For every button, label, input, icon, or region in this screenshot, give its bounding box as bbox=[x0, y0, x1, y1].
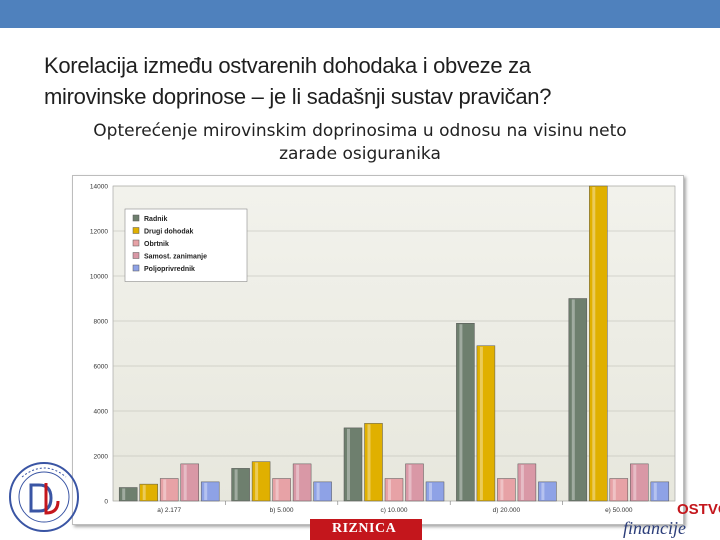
slide-subtitle: Opterećenje mirovinskim doprinosima u od… bbox=[30, 120, 690, 166]
y-axis-ticks: 0 2000 4000 6000 8000 10000 12000 14000 bbox=[90, 184, 108, 506]
bar-highlight bbox=[255, 462, 259, 500]
slide-title: Korelacija između ostvarenih dohodaka i … bbox=[44, 50, 694, 112]
institute-seal-logo bbox=[9, 462, 79, 532]
bar bbox=[231, 468, 250, 502]
bar-highlight bbox=[234, 469, 238, 500]
riznica-logo: RIZNICA bbox=[310, 519, 422, 540]
bar-highlight bbox=[275, 479, 279, 500]
title-line-2: mirovinske doprinose – je li sadašnji su… bbox=[44, 84, 552, 109]
bar bbox=[159, 478, 179, 502]
bar bbox=[609, 478, 629, 502]
legend-swatch bbox=[132, 214, 140, 222]
bar-highlight bbox=[429, 482, 432, 500]
bar-highlight bbox=[520, 464, 524, 500]
y-tick-label: 8000 bbox=[94, 319, 109, 326]
x-tick-label: e) 50.000 bbox=[605, 507, 633, 514]
subtitle-line-2: zarade osiguranika bbox=[279, 144, 441, 164]
bar-highlight bbox=[408, 464, 412, 500]
bar bbox=[200, 481, 220, 502]
y-tick-label: 6000 bbox=[94, 364, 109, 371]
bar bbox=[589, 185, 608, 502]
bar-highlight bbox=[459, 324, 463, 500]
legend-label: Poljoprivrednik bbox=[144, 266, 195, 273]
bar-highlight bbox=[479, 346, 483, 500]
bar bbox=[517, 463, 537, 502]
bar-highlight bbox=[163, 479, 167, 500]
bar-highlight bbox=[653, 482, 657, 500]
y-tick-label: 10000 bbox=[90, 274, 108, 281]
legend: Radnik Drugi dohodak Obrtnik Samost. zanima… bbox=[124, 208, 248, 282]
legend-label: Samost. zanimanje bbox=[144, 253, 207, 260]
bar-highlight bbox=[183, 464, 187, 500]
financije-logo-text-bottom: financije bbox=[623, 518, 686, 538]
bar-highlight bbox=[541, 482, 545, 500]
bar bbox=[630, 463, 649, 502]
bar-highlight bbox=[204, 482, 208, 500]
bar-highlight bbox=[316, 482, 320, 500]
financije-logo: OSTVO financije bbox=[623, 501, 720, 538]
bar bbox=[650, 481, 670, 502]
y-tick-label: 2000 bbox=[94, 454, 109, 461]
bar-highlight bbox=[367, 424, 371, 500]
bar bbox=[456, 323, 475, 502]
x-tick-label: b) 5.000 bbox=[270, 507, 294, 514]
bar-highlight bbox=[612, 479, 616, 500]
financije-logo-text-top: OSTVO bbox=[677, 501, 720, 518]
legend-label: Drugi dohodak bbox=[144, 228, 193, 235]
legend-label: Radnik bbox=[144, 216, 167, 223]
bar-highlight bbox=[142, 485, 146, 500]
bar-highlight bbox=[500, 479, 504, 500]
bar bbox=[568, 298, 588, 502]
top-accent-bar bbox=[0, 0, 720, 28]
riznica-logo-text: RIZNICA bbox=[332, 521, 397, 536]
bar-highlight bbox=[571, 299, 575, 500]
bar bbox=[538, 481, 557, 502]
legend-swatch bbox=[132, 227, 140, 234]
legend-label: Obrtnik bbox=[144, 241, 169, 248]
bar bbox=[343, 427, 363, 502]
x-axis-ticks: a) 2.177 b) 5.000 c) 10.000 d) 20.000 e) 50.… bbox=[157, 501, 633, 514]
legend-box bbox=[124, 208, 248, 282]
bar bbox=[384, 478, 404, 502]
x-tick-label: d) 20.000 bbox=[493, 507, 521, 514]
bar-highlight bbox=[592, 187, 596, 500]
bar-highlight bbox=[347, 428, 350, 500]
bar bbox=[476, 345, 496, 502]
bar-chart: 0 2000 4000 6000 8000 10000 12000 14000 a) 2.17… bbox=[90, 184, 676, 514]
title-line-1: Korelacija između ostvarenih dohodaka i … bbox=[44, 53, 531, 78]
chart-frame: 0 2000 4000 6000 8000 10000 12000 14000 a) 2.17… bbox=[72, 175, 684, 525]
bar bbox=[364, 423, 383, 502]
bar bbox=[139, 483, 158, 502]
bar bbox=[405, 463, 424, 502]
y-tick-label: 12000 bbox=[90, 229, 108, 236]
bar-highlight bbox=[388, 479, 391, 500]
bar bbox=[180, 463, 199, 502]
bar bbox=[292, 463, 312, 502]
bar-highlight bbox=[633, 464, 637, 500]
legend-swatch bbox=[132, 239, 140, 247]
y-tick-label: 14000 bbox=[90, 184, 108, 191]
legend-swatch bbox=[132, 252, 140, 259]
y-tick-label: 4000 bbox=[94, 409, 109, 416]
bar bbox=[118, 487, 138, 502]
bar bbox=[313, 481, 332, 502]
bar bbox=[497, 478, 516, 502]
subtitle-line-1: Opterećenje mirovinskim doprinosima u od… bbox=[93, 121, 627, 141]
y-tick-label: 0 bbox=[104, 499, 108, 506]
bar bbox=[425, 481, 445, 502]
legend-swatch bbox=[132, 264, 140, 272]
bar bbox=[272, 478, 291, 502]
x-tick-label: a) 2.177 bbox=[157, 507, 181, 514]
bars bbox=[118, 185, 670, 502]
x-tick-label: c) 10.000 bbox=[380, 507, 407, 514]
bar bbox=[251, 461, 271, 502]
bar-highlight bbox=[122, 488, 126, 500]
bar-highlight bbox=[296, 464, 300, 500]
